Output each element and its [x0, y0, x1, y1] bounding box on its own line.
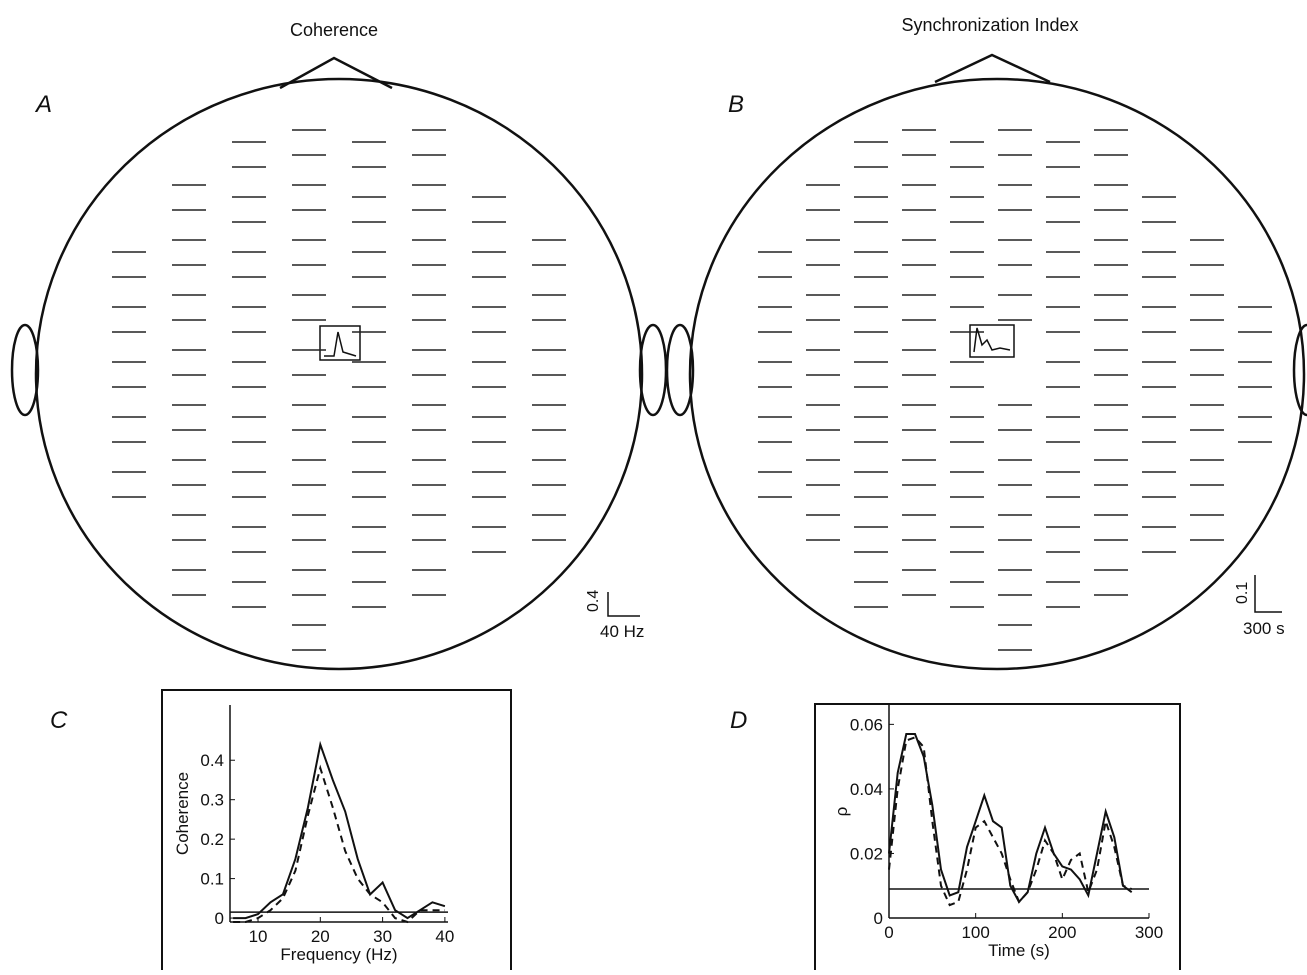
- x-tick-label: 300: [1135, 923, 1163, 942]
- x-tick-label: 20: [311, 927, 330, 946]
- panel-label: A: [34, 91, 52, 118]
- scale-label: 0.1: [1234, 582, 1251, 604]
- y-tick-label: 0: [215, 909, 224, 928]
- head-outline: [10, 56, 668, 671]
- x-axis-label: Time (s): [988, 941, 1050, 960]
- series-line: [888, 736, 1133, 907]
- y-tick-label: 0.2: [200, 830, 224, 849]
- x-axis-label: Frequency (Hz): [280, 945, 397, 964]
- y-tick-label: 0.1: [200, 870, 224, 889]
- panel-label: C: [50, 707, 68, 734]
- scale-label: 40 Hz: [600, 622, 644, 641]
- map-title: Coherence: [290, 20, 378, 40]
- panel-frame: [814, 703, 1181, 975]
- x-tick-label: 40: [435, 927, 454, 946]
- panel-frame: [161, 689, 512, 975]
- electrode-traces: [112, 129, 1272, 651]
- series-line: [233, 740, 446, 920]
- y-axis-label: ρ: [832, 807, 851, 817]
- y-tick-label: 0.02: [850, 844, 883, 863]
- trace-peak: [324, 331, 357, 357]
- scale-bar: [607, 575, 1282, 617]
- x-tick-label: 10: [249, 927, 268, 946]
- y-tick-label: 0.4: [200, 751, 224, 770]
- y-tick-label: 0.06: [850, 715, 883, 734]
- map-title: Synchronization Index: [901, 15, 1078, 35]
- y-axis-label: Coherence: [173, 772, 192, 855]
- x-tick-label: 0: [884, 923, 893, 942]
- series-line: [233, 764, 445, 924]
- y-tick-label: 0.3: [200, 791, 224, 810]
- y-tick-label: 0: [874, 909, 883, 928]
- y-tick-label: 0.04: [850, 780, 883, 799]
- x-tick-label: 200: [1048, 923, 1076, 942]
- scale-label: 300 s: [1243, 619, 1285, 638]
- panel-label: B: [728, 91, 744, 118]
- x-tick-label: 100: [961, 923, 989, 942]
- head-outline: [665, 53, 1307, 671]
- x-tick-label: 30: [373, 927, 392, 946]
- panel-label: D: [730, 707, 747, 734]
- scale-label: 0.4: [585, 590, 602, 612]
- trace-peak: [973, 327, 1011, 353]
